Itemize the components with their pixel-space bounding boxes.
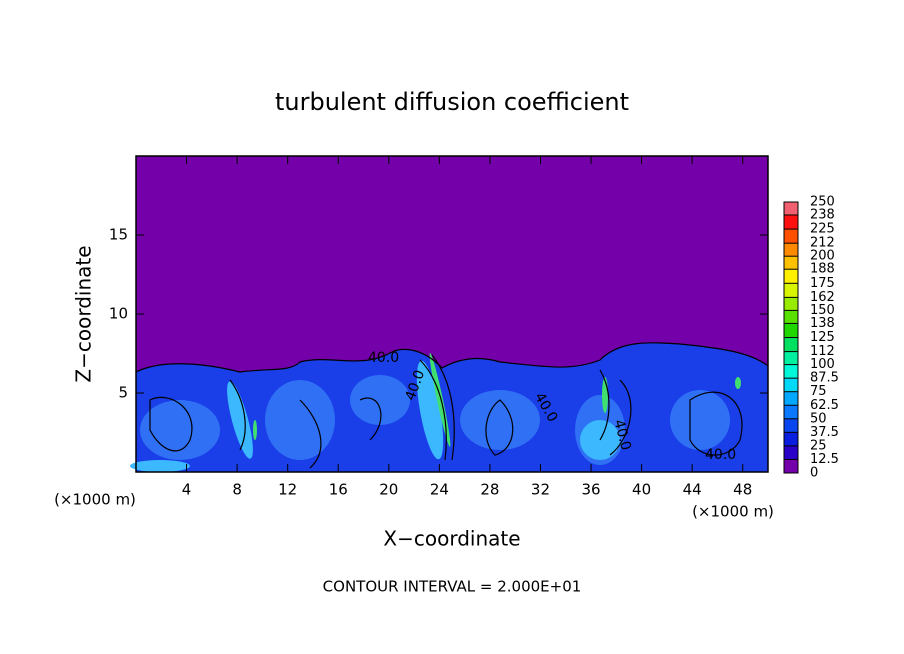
contour-label: 40.0 <box>368 350 399 366</box>
colorbar-label: 125 <box>810 330 835 345</box>
x-tick-label: 16 <box>329 481 348 499</box>
x-tick-label: 48 <box>733 481 752 499</box>
x-axis-label: X−coordinate <box>383 527 520 551</box>
x-unit: (×1000 m) <box>54 491 136 509</box>
colorbar-segment <box>784 418 798 433</box>
colorbar-segment <box>784 351 798 365</box>
colorbar-label: 250 <box>810 195 835 210</box>
colorbar-label: 87.5 <box>810 371 839 386</box>
colorbar-label: 162 <box>810 290 835 305</box>
x-unit: (×1000 m) <box>692 503 774 521</box>
colorbar-label: 25 <box>810 438 827 453</box>
colorbar-segment <box>784 432 798 446</box>
chart-title: turbulent diffusion coefficient <box>275 88 629 116</box>
colorbar-segment <box>784 297 798 311</box>
y-axis-label: Z−coordinate <box>72 245 96 382</box>
colorbar-segment <box>784 445 798 460</box>
colorbar-segment <box>784 364 798 379</box>
colorbar-label: 112 <box>810 344 835 359</box>
x-tick-label: 32 <box>531 481 550 499</box>
colorbar-segment <box>784 229 798 244</box>
colorbar-label: 50 <box>810 411 827 426</box>
y-tick-label: 10 <box>109 305 128 323</box>
colorbar-segment <box>784 337 798 352</box>
x-tick-label: 24 <box>430 481 449 499</box>
x-tick-label: 8 <box>232 481 242 499</box>
colorbar-segment <box>784 391 798 406</box>
colorbar-label: 150 <box>810 303 835 318</box>
colorbar-segment <box>784 283 798 298</box>
x-tick-label: 4 <box>182 481 192 499</box>
colorbar-label: 175 <box>810 276 835 291</box>
colorbar-label: 200 <box>810 249 835 264</box>
colorbar-label: 138 <box>810 316 835 331</box>
colorbar-segment <box>784 310 798 324</box>
colorbar-label: 75 <box>810 384 827 399</box>
colorbar-segment <box>784 378 798 392</box>
colorbar-segment <box>784 405 798 419</box>
colorbar-segment <box>784 459 798 473</box>
colorbar-segment <box>784 269 798 284</box>
colorbar-label: 238 <box>810 208 835 223</box>
colorbar-label: 0 <box>810 466 818 481</box>
colorbar-label: 12.5 <box>810 452 839 467</box>
contour-field: 40.0 40.0 40.0 40.0 40.0 <box>130 156 769 472</box>
colorbar-segment <box>784 243 798 257</box>
x-tick-label: 20 <box>379 481 398 499</box>
x-tick-label: 12 <box>278 481 297 499</box>
colorbar-segment <box>784 202 798 216</box>
y-tick-label: 5 <box>118 384 128 402</box>
colorbar-label: 212 <box>810 236 835 251</box>
colorbar-segment <box>784 215 798 230</box>
colorbar-label: 225 <box>810 222 835 237</box>
contour-label: 40.0 <box>610 418 634 452</box>
colorbar-label: 100 <box>810 357 835 372</box>
y-tick-label: 15 <box>109 226 128 244</box>
contour-lines <box>135 342 769 469</box>
colorbar-label: 37.5 <box>810 425 839 440</box>
contour-note: CONTOUR INTERVAL = 2.000E+01 <box>323 578 582 596</box>
colorbar-label: 188 <box>810 262 835 277</box>
colorbar-label: 62.5 <box>810 398 839 413</box>
contour-label: 40.0 <box>705 447 736 463</box>
x-tick-label: 40 <box>632 481 651 499</box>
x-tick-label: 44 <box>683 481 702 499</box>
x-tick-label: 28 <box>480 481 499 499</box>
x-tick-label: 36 <box>581 481 600 499</box>
colorbar-segment <box>784 256 798 270</box>
colorbar-segment <box>784 323 798 338</box>
